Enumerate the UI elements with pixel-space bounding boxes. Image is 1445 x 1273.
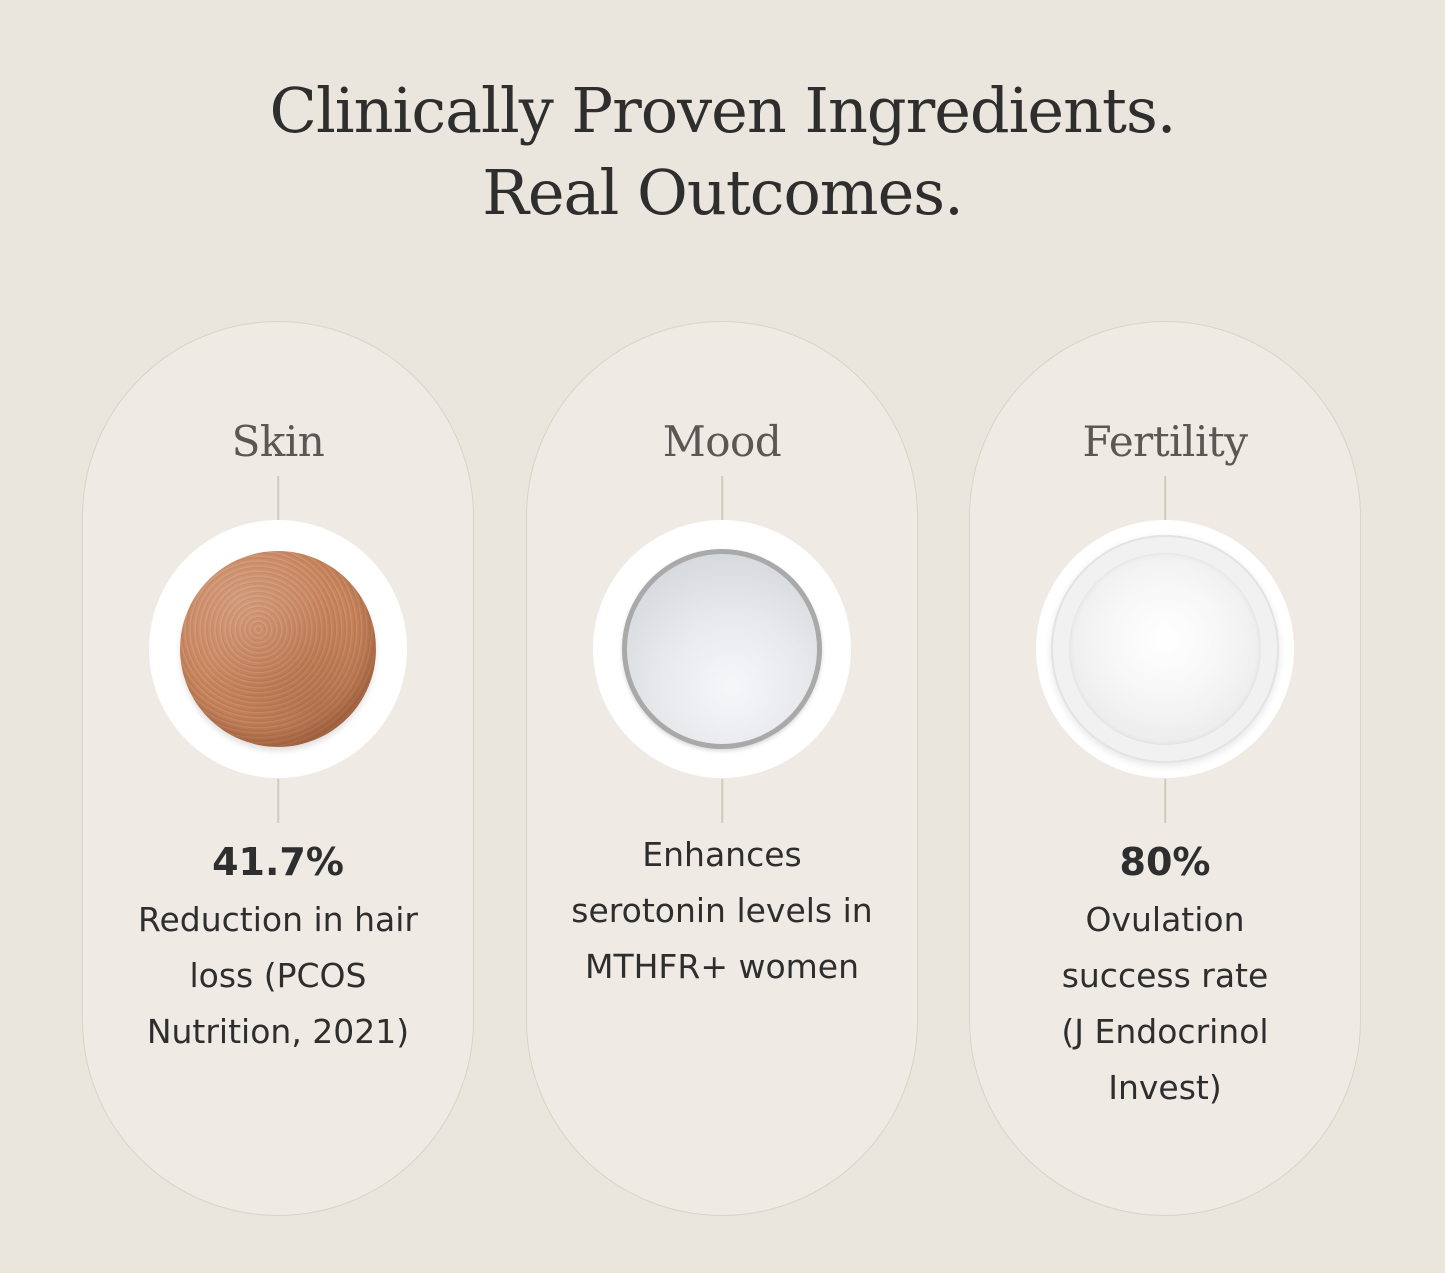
- connector-line: [721, 476, 723, 520]
- description-line: Nutrition, 2021): [146, 1012, 410, 1051]
- stat-description: Ovulation success rate (J Endocrinol Inv…: [1000, 892, 1330, 1116]
- connector-line: [1164, 476, 1166, 520]
- connector-line: [277, 779, 279, 823]
- headline-line-1: Clinically Proven Ingredients.: [269, 74, 1177, 147]
- stat-description: Enhances serotonin levels in MTHFR+ wome…: [557, 827, 887, 995]
- description-line: MTHFR+ women: [584, 947, 860, 986]
- description-line: Ovulation: [1085, 900, 1245, 939]
- card-title: Mood: [662, 417, 782, 466]
- connector-line: [1164, 779, 1166, 823]
- card-title: Fertility: [1082, 417, 1248, 466]
- card-title: Skin: [231, 417, 325, 466]
- ingredient-image-frame: [593, 520, 851, 778]
- description-line: loss (PCOS: [189, 956, 367, 995]
- white-powder-image: [622, 549, 822, 749]
- description-line: Reduction in hair: [138, 900, 418, 939]
- description-line: success rate: [1061, 956, 1269, 995]
- headline-line-2: Real Outcomes.: [482, 156, 964, 229]
- benefit-card-skin: Skin 41.7% Reduction in hair loss (PCOS …: [82, 321, 474, 1216]
- brown-tablet-image: [180, 551, 376, 747]
- headline: Clinically Proven Ingredients. Real Outc…: [0, 70, 1445, 234]
- connector-line: [721, 779, 723, 823]
- ingredient-image-frame: [1036, 520, 1294, 778]
- description-line: Invest): [1108, 1068, 1222, 1107]
- description-line: serotonin levels in: [571, 891, 873, 930]
- description-line: (J Endocrinol: [1061, 1012, 1269, 1051]
- sugar-bowl-image: [1051, 535, 1279, 763]
- benefit-card-fertility: Fertility 80% Ovulation success rate (J …: [969, 321, 1361, 1216]
- benefit-card-mood: Mood Enhances serotonin levels in MTHFR+…: [526, 321, 918, 1216]
- stat-value: 41.7%: [212, 840, 344, 884]
- stat-description: Reduction in hair loss (PCOS Nutrition, …: [113, 892, 443, 1060]
- connector-line: [277, 476, 279, 520]
- stat-value: 80%: [1119, 840, 1211, 884]
- ingredient-image-frame: [149, 520, 407, 778]
- description-line: Enhances: [642, 835, 802, 874]
